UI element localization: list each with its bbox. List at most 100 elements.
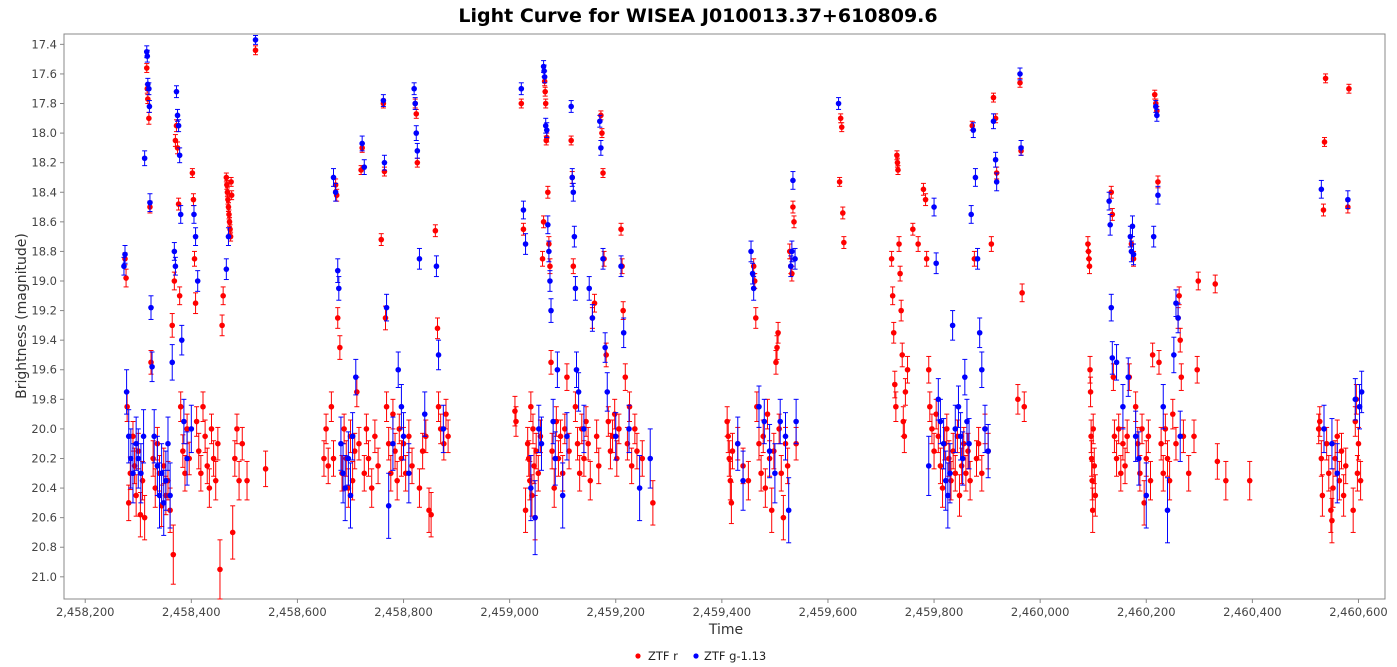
data-point: [428, 511, 434, 518]
data-point: [411, 85, 417, 92]
data-point: [1191, 433, 1197, 440]
data-point: [1141, 500, 1147, 506]
data-point: [385, 440, 392, 447]
data-point: [790, 204, 796, 210]
data-point: [174, 112, 181, 119]
data-point: [383, 304, 390, 311]
data-point: [147, 199, 153, 206]
data-point: [1136, 455, 1142, 462]
data-point: [1332, 455, 1338, 462]
data-point: [943, 426, 950, 432]
data-point: [758, 470, 764, 477]
data-point: [334, 267, 341, 274]
data-point: [536, 426, 542, 432]
data-point: [146, 103, 153, 110]
data-point: [740, 477, 746, 484]
data-point: [340, 470, 346, 477]
data-point: [902, 389, 909, 395]
data-point: [1110, 374, 1117, 380]
data-point: [325, 463, 332, 469]
data-point: [518, 85, 525, 92]
data-point: [210, 455, 217, 462]
data-point: [1178, 374, 1185, 380]
data-point: [262, 466, 269, 472]
data-point: [354, 389, 360, 395]
data-point: [512, 408, 518, 414]
data-point: [647, 455, 654, 462]
chart-title: Light Curve for WISEA J010013.37+610809.…: [458, 5, 937, 27]
data-point: [605, 418, 612, 425]
y-tick-label: 18.8: [31, 244, 57, 258]
data-point: [750, 285, 757, 292]
data-point: [634, 448, 640, 454]
data-point: [383, 403, 390, 410]
data-point: [416, 256, 423, 262]
data-point: [133, 492, 139, 499]
data-point: [206, 485, 213, 491]
data-point: [1194, 366, 1200, 373]
data-point: [568, 103, 574, 110]
data-point: [1171, 352, 1177, 358]
data-point: [547, 278, 553, 284]
data-point: [922, 196, 929, 203]
data-point: [782, 433, 789, 440]
data-point: [904, 366, 911, 373]
data-point: [959, 455, 966, 462]
data-point: [1017, 71, 1023, 77]
data-point: [543, 127, 550, 133]
data-point: [573, 366, 580, 373]
data-point: [334, 315, 341, 321]
data-point: [600, 256, 606, 262]
data-point: [1334, 470, 1341, 477]
data-point: [190, 196, 197, 203]
data-point: [761, 418, 768, 425]
data-point: [220, 292, 226, 299]
data-point: [774, 344, 780, 351]
data-point: [178, 337, 185, 343]
data-point: [571, 233, 578, 240]
data-point: [173, 88, 180, 95]
data-point: [925, 463, 932, 469]
data-point: [171, 248, 178, 255]
data-point: [128, 455, 134, 462]
data-point: [223, 174, 230, 181]
data-point: [896, 241, 902, 247]
data-point: [836, 179, 843, 185]
data-point: [790, 177, 796, 184]
data-point: [968, 211, 974, 218]
data-point: [597, 118, 603, 125]
data-point: [776, 426, 782, 432]
data-point: [146, 85, 152, 92]
data-point: [351, 448, 358, 454]
data-point: [356, 440, 362, 447]
legend-label-ztf-r: ZTF r: [648, 649, 678, 663]
data-point: [426, 507, 432, 514]
data-point: [564, 374, 570, 380]
data-point: [756, 440, 762, 447]
data-point: [200, 403, 206, 410]
data-point: [784, 463, 791, 469]
data-point: [535, 470, 542, 477]
y-tick-label: 20.6: [31, 511, 57, 525]
y-tick-label: 20.0: [31, 422, 57, 436]
data-point: [965, 448, 971, 454]
data-point: [1246, 477, 1253, 484]
data-point: [920, 186, 927, 193]
data-point: [1328, 507, 1334, 514]
data-point: [975, 440, 982, 447]
data-point: [1017, 80, 1023, 86]
data-point: [124, 403, 130, 410]
data-point: [382, 315, 389, 321]
data-point: [539, 256, 546, 262]
data-point: [167, 492, 173, 499]
data-point: [620, 329, 627, 336]
data-point: [149, 363, 155, 370]
data-point: [152, 485, 159, 491]
data-point: [1139, 426, 1145, 432]
data-point: [937, 418, 944, 425]
x-tick-label: 2,459,600: [799, 605, 858, 619]
data-point: [342, 485, 348, 491]
data-point: [894, 152, 900, 159]
data-point: [1021, 403, 1028, 410]
data-point: [1195, 278, 1202, 284]
